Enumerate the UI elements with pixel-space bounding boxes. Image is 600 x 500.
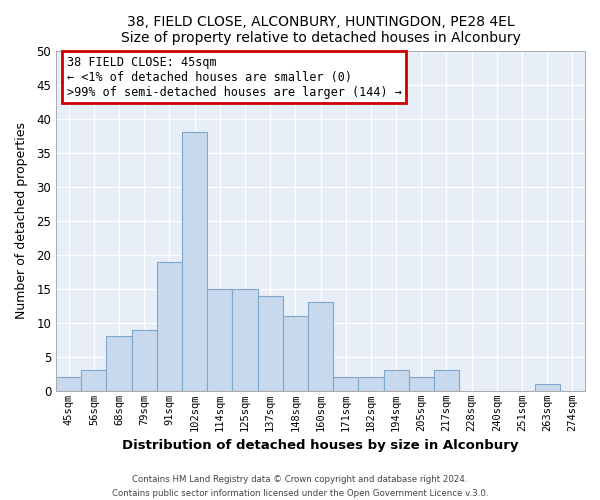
- Bar: [157, 262, 182, 391]
- Bar: [207, 289, 232, 391]
- Bar: [383, 370, 409, 391]
- Bar: [232, 289, 257, 391]
- Bar: [131, 330, 157, 391]
- Text: 38 FIELD CLOSE: 45sqm
← <1% of detached houses are smaller (0)
>99% of semi-deta: 38 FIELD CLOSE: 45sqm ← <1% of detached …: [67, 56, 401, 98]
- Bar: [434, 370, 459, 391]
- X-axis label: Distribution of detached houses by size in Alconbury: Distribution of detached houses by size …: [122, 440, 519, 452]
- Title: 38, FIELD CLOSE, ALCONBURY, HUNTINGDON, PE28 4EL
Size of property relative to de: 38, FIELD CLOSE, ALCONBURY, HUNTINGDON, …: [121, 15, 520, 45]
- Bar: [182, 132, 207, 391]
- Bar: [106, 336, 131, 391]
- Bar: [358, 378, 383, 391]
- Text: Contains HM Land Registry data © Crown copyright and database right 2024.
Contai: Contains HM Land Registry data © Crown c…: [112, 476, 488, 498]
- Y-axis label: Number of detached properties: Number of detached properties: [15, 122, 28, 319]
- Bar: [56, 378, 81, 391]
- Bar: [333, 378, 358, 391]
- Bar: [81, 370, 106, 391]
- Bar: [283, 316, 308, 391]
- Bar: [257, 296, 283, 391]
- Bar: [535, 384, 560, 391]
- Bar: [409, 378, 434, 391]
- Bar: [308, 302, 333, 391]
